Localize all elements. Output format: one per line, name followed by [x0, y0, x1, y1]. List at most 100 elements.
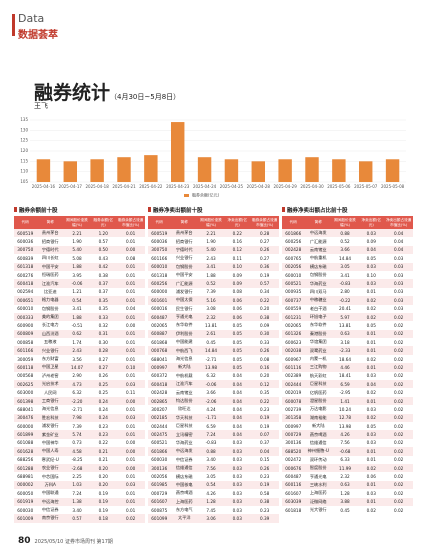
table-cell: 0.01 — [358, 346, 385, 355]
table-cell: 0.03 — [366, 373, 376, 379]
table-cell: 寒武纪-U — [41, 456, 59, 462]
table-cell: 华谊集团 — [309, 339, 327, 345]
table-cell: 工商银行 — [36, 396, 64, 406]
table-cell: 0.03 — [224, 463, 251, 473]
table-cell: 0.24 — [90, 396, 117, 406]
table-cell: 0.10 — [116, 363, 145, 372]
table-cell: 0.01 — [126, 490, 136, 496]
table-cell: 0.22 — [250, 296, 279, 305]
legend-swatch — [184, 194, 189, 197]
table-cell: 601868 — [151, 339, 168, 345]
table-cell: 0.02 — [358, 296, 385, 305]
table-cell: 三江购物 — [304, 363, 332, 372]
table-cell: 0.16 — [232, 239, 242, 245]
table-cell: 0.11 — [232, 255, 242, 261]
table-row: 600078 澄星股份 1.41 0.01 0.02 — [282, 396, 413, 406]
table-cell: 东方财富 — [41, 356, 59, 362]
table-cell: 0.04 — [224, 380, 251, 389]
table-title: 融券净卖出额前十股 — [148, 206, 279, 214]
table-row: 600418 江淮汽车 -0.06 0.04 0.12 — [148, 380, 279, 389]
table-cell: 0.39 — [250, 514, 279, 523]
table-cell: 600372 — [151, 373, 168, 379]
table-cell: 0.03 — [366, 406, 376, 412]
table-cell: 002065 — [151, 322, 168, 328]
table-cell: 0.20 — [98, 474, 108, 480]
y-tick-label: 110 — [20, 169, 28, 174]
table-cell: 6.33 — [340, 457, 350, 463]
table-cell: 0.02 — [384, 497, 413, 506]
bar — [385, 159, 400, 182]
table-cell: 0.19 — [98, 490, 108, 496]
table-cell: 0.37 — [260, 440, 270, 446]
table-row: 600372 中航机载 6.32 0.04 0.20 — [148, 372, 279, 380]
table-cell: 000651 — [14, 296, 37, 305]
table-cell: 13.81 — [339, 322, 352, 328]
table-cell: 3.08 — [206, 306, 216, 312]
table-row: 000651 格力电器 0.54 0.35 0.01 — [14, 296, 145, 305]
table-cell: 泸州老窖 — [41, 372, 59, 378]
table-cell: 600118 — [14, 363, 37, 372]
table-cell: 000333 — [14, 312, 37, 322]
table-cell: 0.62 — [63, 329, 91, 339]
table-cell: 4.58 — [63, 447, 91, 456]
table-cell: 0.08 — [232, 289, 242, 295]
table-row: 601866 中远海发 0.88 0.03 0.04 — [282, 229, 413, 238]
table-cell: 0.27 — [90, 363, 117, 372]
footer-text: 2025/05/10 证券市场周刊 第17期 — [34, 539, 113, 545]
table-cell: 000935 — [285, 289, 302, 295]
table-row: 002594 比亚迪 1.21 0.37 0.01 — [14, 288, 145, 296]
table-row: 600036 招商银行 1.90 0.16 0.27 — [148, 237, 279, 245]
table-row: 601326 秦港股份 0.63 0.01 0.02 — [282, 329, 413, 339]
table-cell: 0.03 — [358, 229, 385, 238]
table-cell: 601099 — [148, 514, 171, 523]
table-cell: 0.27 — [98, 356, 108, 362]
table-cell: 胜宏科技 — [36, 413, 64, 422]
table-cell: 0.25 — [90, 380, 117, 389]
table-cell: 三峡水利 — [304, 480, 332, 490]
column-header: 代码 — [282, 216, 305, 229]
table-row: 601899 紫金矿业 5.74 0.23 0.01 — [14, 430, 145, 439]
table-cell: 2.61 — [197, 329, 225, 339]
table-cell: 燕京啤酒 — [304, 430, 332, 439]
table-cell: 0.10 — [366, 272, 376, 278]
table-cell: 0.38 — [250, 312, 279, 322]
table-cell: 广汇能源 — [309, 238, 327, 244]
table-cell: 002625 — [14, 380, 37, 389]
table-row: 600276 恒瑞医药 3.95 0.38 0.01 — [14, 271, 145, 279]
table-cell: 13.98 — [197, 363, 225, 372]
table-cell: 601919 — [14, 497, 37, 506]
table-cell: 0.00 — [116, 447, 145, 456]
table-cell: 600256 — [148, 279, 171, 288]
table-cell: 600887 — [148, 329, 171, 339]
section-bar — [12, 14, 15, 36]
table-cell: 华海药业 — [304, 279, 332, 288]
table-cell: 0.23 — [260, 406, 270, 412]
table-cell: 0.27 — [260, 239, 270, 245]
table-cell: 6.59 — [206, 423, 216, 429]
table-row: 000935 四川双马 2.80 0.01 0.03 — [282, 288, 413, 296]
table-cell: 0.37 — [98, 289, 108, 295]
table-cell: 002444 — [151, 423, 168, 429]
table-cell: 横店东磁 — [175, 473, 193, 479]
table-cell: 0.16 — [250, 363, 279, 372]
table-cell: 601866 — [282, 229, 305, 238]
table-cell: 山西汾酒 — [36, 329, 64, 339]
table-cell: 0.02 — [394, 474, 404, 480]
table-cell: 2.21 — [63, 229, 91, 238]
table-cell: -0.83 — [331, 279, 359, 288]
table-row: 002428 云南锗业 3.66 0.04 0.35 — [148, 388, 279, 396]
table-cell: 600256 — [285, 239, 302, 245]
table-cell: 0.38 — [250, 497, 279, 506]
table-row: 002056 横店东磁 3.05 0.03 0.23 — [148, 472, 279, 480]
table-cell: 兴业银行 — [175, 255, 193, 261]
column-header: 融券余额占流通市值比(%) — [116, 216, 145, 229]
table-cell: 0.03 — [116, 480, 145, 490]
table-cell: 1.21 — [72, 289, 82, 295]
table-cell: 3.95 — [72, 272, 82, 278]
table-cell: 0.03 — [224, 480, 251, 490]
table-cell: 信维通信 — [170, 463, 198, 473]
table-cell: 湖南裕能 — [304, 413, 332, 422]
table-cell: 中国太保 — [170, 296, 198, 305]
bar — [332, 159, 346, 182]
table-cell: 中国能建 — [175, 339, 193, 345]
